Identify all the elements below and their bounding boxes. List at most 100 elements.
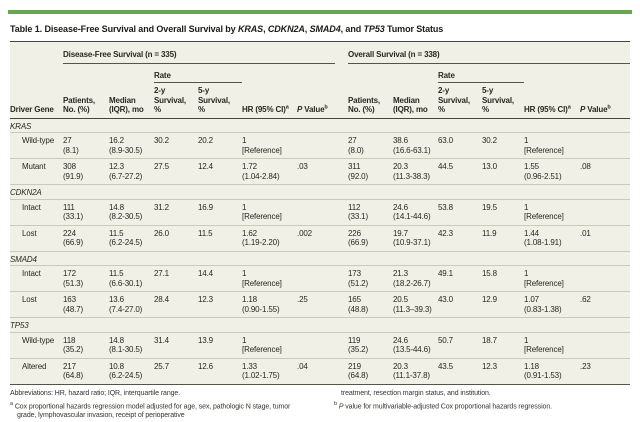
cell-value: (0.83-1.38) [524,304,562,314]
dfs-median-cell: 13.6 (7.4-27.0) [109,292,154,317]
gene-name: CDKN2A [10,188,42,197]
table-title-row: Table 1. Disease-Free Survival and Overa… [10,14,630,42]
footnote-a: a Cox proportional hazards regression mo… [10,401,291,419]
gene-section-row: CDKN2A [10,184,630,199]
cell-value: 11.9 [482,228,497,238]
os-5y-survival-cell: 15.8 [482,266,524,291]
cell-value: .01 [580,228,591,238]
cell-value: 53.8 [438,202,453,212]
dfs-hr-cell: 1.18 (0.90-1.55) [242,292,297,317]
dfs-patients-cell: 172 (51.3) [63,266,109,291]
dfs-5y-survival-cell: 13.9 [198,333,242,358]
table-row: Intact 111 (33.1) 14.8 (8.2-30.5) 31.2 16.9 1 [R… [10,198,630,225]
cell-value: 14.8 [109,335,124,345]
table-accent-bar [8,10,632,14]
cell-value: 20.3 [393,162,408,171]
dfs-2y-survival-cell: 28.4 [154,292,198,317]
cell-value: 20.3 [393,361,408,371]
cell-value: (1.19-2.20) [242,238,280,247]
cell-value: [Reference] [524,212,564,221]
cell-value: 1.18 [242,295,257,304]
cell-value: 11.5 [109,228,124,238]
cell-value: 30.2 [154,136,169,145]
cell-value: 43.5 [438,361,453,371]
gene-section-row: TP53 [10,317,630,332]
row-label: Intact [22,202,41,212]
col-header-dfs-pvalue: P Valueb [297,104,328,114]
os-median-cell: 21.3 (18.2-26.7) [393,266,438,291]
cell-value: (66.9) [348,238,368,247]
os-5y-survival-cell: 30.2 [482,133,524,158]
os-median-cell: 19.7 (10.9-37.1) [393,226,438,251]
abbreviations-note: Abbreviations: HR, hazard ratio; IQR, in… [10,389,181,397]
cell-value: (8.1-30.5) [109,345,143,354]
cell-value: (51.3) [63,278,83,288]
cell-value: 217 [63,361,76,371]
title-gene-name: KRAS [237,24,264,34]
cell-value: 31.4 [154,335,169,345]
row-label: Wild-type [22,136,54,145]
os-hr-cell: 1 [Reference] [524,266,580,291]
col-header-dfs-5y: 5-y Survival, % [198,86,231,114]
dfs-median-cell: 11.5 (6.6-30.1) [109,266,154,291]
gene-section-row: SMAD4 [10,250,630,266]
table-row: Lost 224 (66.9) 11.5 (6.2-24.5) 26.0 11.5 1.62(… [10,224,630,251]
cell-value: (35.2) [63,345,83,354]
os-patients-cell: 119 (35.2) [348,333,393,358]
cell-value: (8.9-30.5) [109,145,143,155]
os-2y-survival-cell: 63.0 [438,133,482,158]
cell-value: (6.7-27.2) [109,171,143,181]
os-median-cell: 24.6 (14.1-44.6) [393,200,438,225]
cell-value: (48.8) [348,304,368,314]
os-hr-cell: 1 [Reference] [524,200,580,225]
table-row: Altered 217 (64.8) 10.8 (6.2-24.5) 25.7 12.6 1.… [10,357,630,384]
cell-value: (48.7) [63,304,83,314]
cell-value: 18.7 [482,335,497,345]
cell-value: (8.1) [63,145,79,155]
cell-value: 38.6 [393,136,408,145]
dfs-5y-survival-cell: 14.4 [198,266,242,291]
cell-value: 12.3 [109,162,124,171]
cell-value: 1.72 [242,162,257,171]
dfs-5y-survival-cell: 16.9 [198,200,242,225]
row-label: Mutant [22,162,46,171]
col-header-dfs-patients: Patients, No. (%) [63,95,95,115]
column-gap [335,200,348,225]
cell-value: [Reference] [242,345,282,354]
cell-value: 1 [524,202,529,212]
cell-value: 1.62 [242,228,257,238]
cell-value: 19.7 [393,228,408,238]
cell-value: 25.7 [154,361,169,371]
cell-value: 1 [242,335,247,345]
cell-value: 13.6 [109,295,124,304]
cell-value: 63.0 [438,136,453,145]
cell-value: 49.1 [438,269,453,278]
col-header-dfs-median: Median (IQR), mo [109,95,144,115]
dfs-2y-survival-cell: 31.2 [154,200,198,225]
title-text: Tumor Status [384,24,444,34]
col-header-dfs-hr: HR (95% CI)a [242,104,289,114]
os-median-cell: 20.3 (11.1-37.8) [393,359,438,384]
dfs-pvalue-cell: .03 [297,159,335,184]
row-label: Wild-type [22,335,54,345]
os-hr-cell: 1 [Reference] [524,333,580,358]
os-5y-survival-cell: 11.9 [482,226,524,251]
os-2y-survival-cell: 43.5 [438,359,482,384]
os-2y-survival-cell: 50.7 [438,333,482,358]
os-patients-cell: 226 (66.9) [348,226,393,251]
cell-value: (64.8) [63,371,83,380]
cell-value: (0.90-1.55) [242,304,280,314]
cell-value: 13.9 [198,335,213,345]
cell-value: 163 [63,295,76,304]
column-gap [335,266,348,291]
rate-header-dfs: Rate [154,68,242,83]
column-header-row: Driver Gene Patients, No. (%) Median (IQ… [10,83,630,119]
cell-value: .62 [580,295,591,304]
cell-value: (18.2-26.7) [393,278,431,288]
row-label: Lost [22,295,37,304]
cell-value: (6.2-24.5) [109,371,143,380]
table-row: Mutant 308 (91.9) 12.3 (6.7-27.2) 27.5 12.4 1.7… [10,158,630,184]
os-2y-survival-cell: 44.5 [438,159,482,184]
cell-value: .08 [580,162,591,171]
cell-value: .03 [297,162,308,171]
